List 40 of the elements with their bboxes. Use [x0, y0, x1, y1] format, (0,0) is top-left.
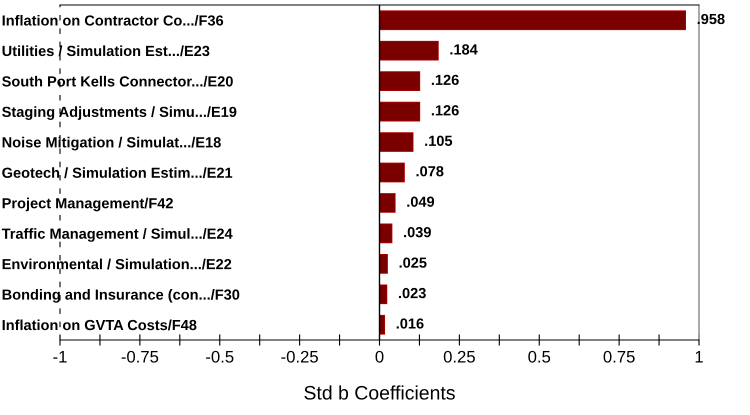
bar — [379, 162, 405, 182]
x-tick-label: 0 — [376, 350, 384, 363]
x-tick-label: 1 — [696, 351, 703, 362]
data-label: .039 — [404, 226, 431, 238]
bar — [379, 254, 388, 274]
y-tick-label: Traffic Management / Simul.../E24 — [2, 228, 233, 242]
data-label: .049 — [407, 196, 434, 207]
data-label: .025 — [400, 257, 427, 268]
data-label: .126 — [432, 74, 459, 86]
y-tick-label: Bonding and Insurance (con.../F30 — [2, 289, 240, 303]
y-tick-label: Geotech / Simulation Estim.../E21 — [2, 167, 232, 178]
x-tick-label: -0.75 — [122, 350, 158, 363]
data-label: .184 — [450, 44, 478, 55]
bar — [379, 71, 420, 91]
y-tick-label: Project Management/F42 — [2, 198, 173, 212]
y-tick-label: Staging Adjustments / Simu.../E19 — [2, 106, 236, 120]
bar — [379, 132, 414, 152]
x-tick-label: 0.75 — [604, 350, 635, 363]
x-tick-label: 0.25 — [444, 350, 475, 363]
data-label: .078 — [416, 166, 444, 176]
x-tick-label: -1 — [53, 351, 67, 362]
data-label: .016 — [396, 318, 424, 329]
bar — [379, 102, 420, 122]
x-axis-title: Std b Coefficients — [304, 385, 455, 400]
x-tick-label: -0.5 — [206, 350, 234, 363]
y-tick-label: Noise Mitigation / Simulat.../E18 — [2, 136, 221, 150]
bar — [379, 193, 396, 213]
bar — [379, 224, 392, 244]
bar — [379, 284, 388, 304]
y-tick-label: Inflation on GVTA Costs/F48 — [2, 319, 196, 330]
x-tick-label: 0.5 — [528, 350, 550, 363]
bar — [379, 40, 439, 61]
bar — [379, 10, 686, 30]
y-tick-label: Environmental / Simulation.../E22 — [2, 258, 232, 270]
y-tick-label: Inflation on Contractor Co.../F36 — [2, 14, 224, 26]
y-tick-label: South Port Kells Connector.../E20 — [2, 76, 233, 87]
data-label: .023 — [398, 288, 426, 298]
data-label: .105 — [425, 136, 452, 146]
data-label: .126 — [432, 105, 459, 116]
x-tick-label: -0.25 — [281, 350, 318, 363]
